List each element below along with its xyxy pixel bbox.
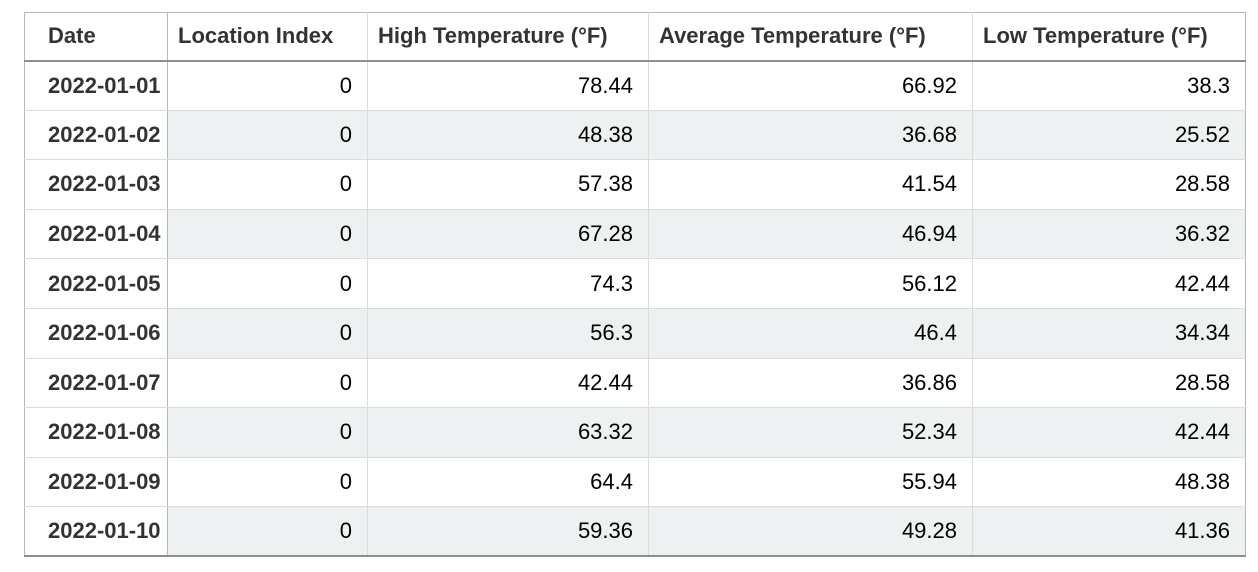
table-row: 2022-01-04 0 67.28 46.94 36.32	[24, 209, 1246, 260]
value-cell: 74.3	[367, 258, 649, 309]
value-cell: 42.44	[367, 358, 649, 409]
table-header-row: Date Location Index High Temperature (°F) A…	[24, 12, 1246, 62]
date-cell: 2022-01-03	[24, 159, 168, 210]
date-cell: 2022-01-10	[24, 506, 168, 557]
value-cell: 0	[167, 308, 368, 359]
value-cell: 66.92	[648, 60, 973, 111]
value-cell: 55.94	[648, 457, 973, 508]
value-cell: 36.86	[648, 358, 973, 409]
value-cell: 67.28	[367, 209, 649, 260]
value-cell: 28.58	[972, 358, 1246, 409]
column-header-low-temp: Low Temperature (°F)	[972, 12, 1246, 62]
value-cell: 49.28	[648, 506, 973, 557]
value-cell: 41.36	[972, 506, 1246, 557]
value-cell: 36.68	[648, 110, 973, 161]
value-cell: 0	[167, 209, 368, 260]
value-cell: 0	[167, 60, 368, 111]
column-header-avg-temp: Average Temperature (°F)	[648, 12, 973, 62]
table-row: 2022-01-07 0 42.44 36.86 28.58	[24, 358, 1246, 409]
table-row: 2022-01-08 0 63.32 52.34 42.44	[24, 407, 1246, 458]
value-cell: 36.32	[972, 209, 1246, 260]
temperature-table: Date Location Index High Temperature (°F) A…	[24, 12, 1246, 558]
value-cell: 0	[167, 358, 368, 409]
value-cell: 64.4	[367, 457, 649, 508]
date-cell: 2022-01-04	[24, 209, 168, 260]
value-cell: 0	[167, 159, 368, 210]
table-row: 2022-01-09 0 64.4 55.94 48.38	[24, 457, 1246, 508]
table-row: 2022-01-03 0 57.38 41.54 28.58	[24, 159, 1246, 210]
value-cell: 0	[167, 258, 368, 309]
value-cell: 59.36	[367, 506, 649, 557]
column-header-high-temp: High Temperature (°F)	[367, 12, 649, 62]
value-cell: 42.44	[972, 407, 1246, 458]
value-cell: 46.4	[648, 308, 973, 359]
table-row: 2022-01-10 0 59.36 49.28 41.36	[24, 506, 1246, 557]
date-cell: 2022-01-08	[24, 407, 168, 458]
table-row: 2022-01-05 0 74.3 56.12 42.44	[24, 258, 1246, 309]
column-header-location-index: Location Index	[167, 12, 368, 62]
date-cell: 2022-01-07	[24, 358, 168, 409]
value-cell: 42.44	[972, 258, 1246, 309]
value-cell: 46.94	[648, 209, 973, 260]
value-cell: 0	[167, 506, 368, 557]
date-cell: 2022-01-05	[24, 258, 168, 309]
value-cell: 48.38	[367, 110, 649, 161]
value-cell: 0	[167, 407, 368, 458]
date-cell: 2022-01-01	[24, 60, 168, 111]
value-cell: 0	[167, 457, 368, 508]
table-body: 2022-01-01 0 78.44 66.92 38.3 2022-01-02 0 48.3…	[24, 60, 1246, 557]
date-cell: 2022-01-06	[24, 308, 168, 359]
value-cell: 78.44	[367, 60, 649, 111]
date-cell: 2022-01-09	[24, 457, 168, 508]
table-row: 2022-01-06 0 56.3 46.4 34.34	[24, 308, 1246, 359]
value-cell: 63.32	[367, 407, 649, 458]
value-cell: 52.34	[648, 407, 973, 458]
table-row: 2022-01-01 0 78.44 66.92 38.3	[24, 60, 1246, 111]
value-cell: 48.38	[972, 457, 1246, 508]
value-cell: 0	[167, 110, 368, 161]
value-cell: 34.34	[972, 308, 1246, 359]
value-cell: 56.3	[367, 308, 649, 359]
value-cell: 28.58	[972, 159, 1246, 210]
value-cell: 38.3	[972, 60, 1246, 111]
date-cell: 2022-01-02	[24, 110, 168, 161]
value-cell: 41.54	[648, 159, 973, 210]
value-cell: 57.38	[367, 159, 649, 210]
table-row: 2022-01-02 0 48.38 36.68 25.52	[24, 110, 1246, 161]
value-cell: 56.12	[648, 258, 973, 309]
column-header-date: Date	[24, 12, 168, 62]
value-cell: 25.52	[972, 110, 1246, 161]
